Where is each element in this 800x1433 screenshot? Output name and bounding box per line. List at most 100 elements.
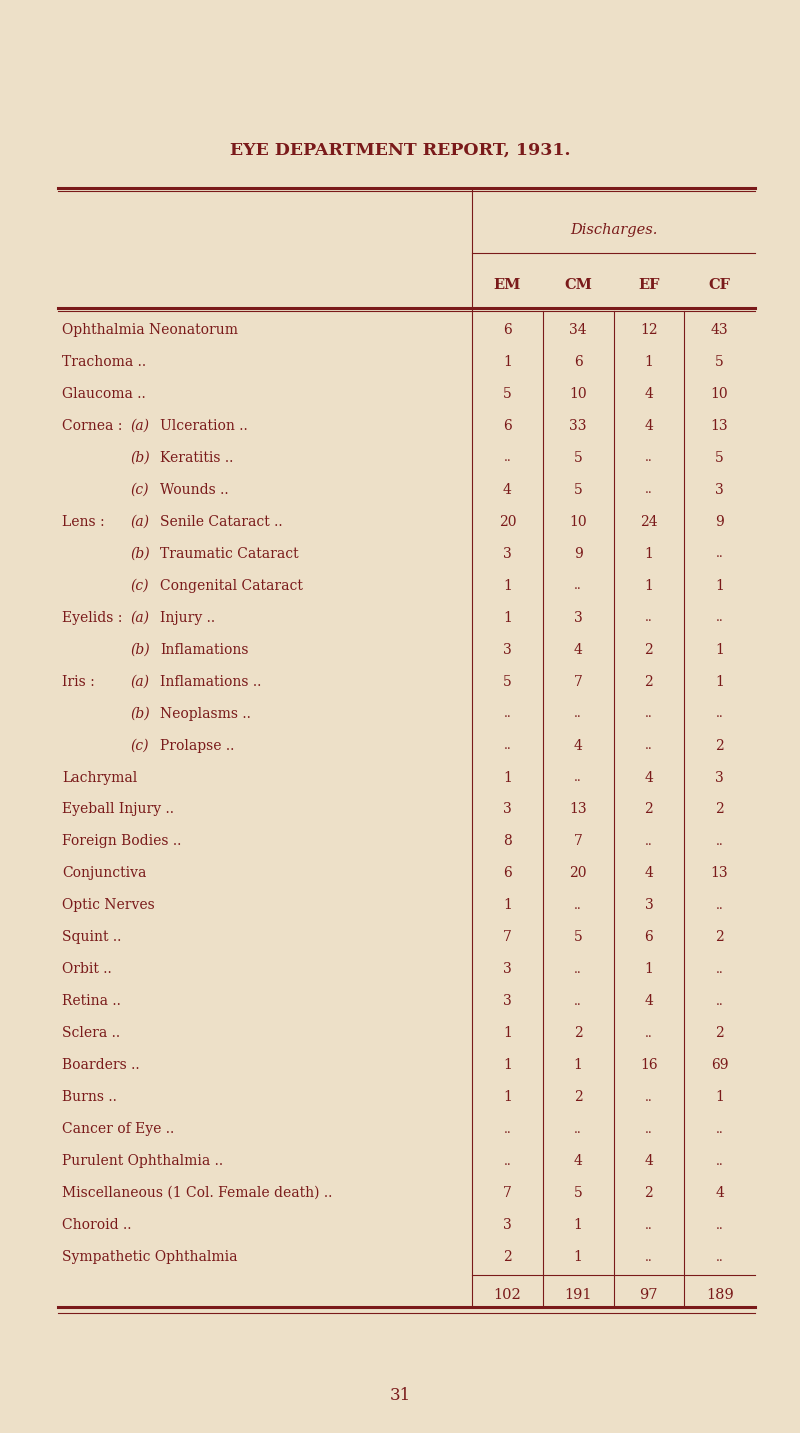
Text: 102: 102 bbox=[494, 1288, 522, 1303]
Text: 2: 2 bbox=[715, 802, 724, 817]
Text: CF: CF bbox=[709, 278, 730, 292]
Text: (a): (a) bbox=[130, 418, 149, 433]
Text: Foreign Bodies ..: Foreign Bodies .. bbox=[62, 834, 182, 848]
Text: Choroid ..: Choroid .. bbox=[62, 1218, 131, 1232]
Text: ..: .. bbox=[574, 995, 582, 1007]
Text: 1: 1 bbox=[503, 610, 512, 625]
Text: 4: 4 bbox=[503, 483, 512, 497]
Text: 9: 9 bbox=[715, 514, 724, 529]
Text: Sclera ..: Sclera .. bbox=[62, 1026, 120, 1040]
Text: 5: 5 bbox=[503, 675, 512, 689]
Text: Boarders ..: Boarders .. bbox=[62, 1058, 140, 1072]
Text: ..: .. bbox=[716, 963, 723, 976]
Text: Cornea :: Cornea : bbox=[62, 418, 122, 433]
Text: 20: 20 bbox=[498, 514, 516, 529]
Text: 2: 2 bbox=[574, 1026, 582, 1040]
Text: 4: 4 bbox=[645, 1154, 654, 1168]
Text: (b): (b) bbox=[130, 547, 150, 560]
Text: 4: 4 bbox=[645, 867, 654, 880]
Text: 13: 13 bbox=[570, 802, 587, 817]
Text: Glaucoma ..: Glaucoma .. bbox=[62, 387, 146, 401]
Text: EF: EF bbox=[638, 278, 660, 292]
Text: 7: 7 bbox=[574, 834, 582, 848]
Text: ..: .. bbox=[645, 1027, 653, 1040]
Text: ..: .. bbox=[574, 771, 582, 784]
Text: 2: 2 bbox=[715, 930, 724, 944]
Text: Prolapse ..: Prolapse .. bbox=[160, 738, 234, 752]
Text: Squint ..: Squint .. bbox=[62, 930, 122, 944]
Text: (a): (a) bbox=[130, 610, 149, 625]
Text: (b): (b) bbox=[130, 706, 150, 721]
Text: ..: .. bbox=[716, 1122, 723, 1135]
Text: 9: 9 bbox=[574, 547, 582, 560]
Text: 1: 1 bbox=[503, 771, 512, 784]
Text: 1: 1 bbox=[503, 1091, 512, 1105]
Text: Conjunctiva: Conjunctiva bbox=[62, 867, 146, 880]
Text: 6: 6 bbox=[503, 867, 512, 880]
Text: Keratitis ..: Keratitis .. bbox=[160, 451, 234, 464]
Text: 1: 1 bbox=[715, 675, 724, 689]
Text: 1: 1 bbox=[503, 898, 512, 913]
Text: Trachoma ..: Trachoma .. bbox=[62, 355, 146, 368]
Text: 1: 1 bbox=[574, 1218, 582, 1232]
Text: ..: .. bbox=[716, 1155, 723, 1168]
Text: CM: CM bbox=[564, 278, 592, 292]
Text: Eyeball Injury ..: Eyeball Injury .. bbox=[62, 802, 174, 817]
Text: 4: 4 bbox=[645, 418, 654, 433]
Text: 5: 5 bbox=[574, 1187, 582, 1199]
Text: 3: 3 bbox=[503, 1218, 512, 1232]
Text: ..: .. bbox=[503, 739, 511, 752]
Text: 3: 3 bbox=[503, 995, 512, 1009]
Text: Neoplasms ..: Neoplasms .. bbox=[160, 706, 251, 721]
Text: Senile Cataract ..: Senile Cataract .. bbox=[160, 514, 282, 529]
Text: ..: .. bbox=[645, 451, 653, 464]
Text: ..: .. bbox=[574, 963, 582, 976]
Text: ..: .. bbox=[716, 835, 723, 848]
Text: 5: 5 bbox=[715, 355, 724, 368]
Text: 3: 3 bbox=[503, 547, 512, 560]
Text: 10: 10 bbox=[570, 387, 587, 401]
Text: 191: 191 bbox=[564, 1288, 592, 1303]
Text: 2: 2 bbox=[645, 642, 654, 656]
Text: (b): (b) bbox=[130, 451, 150, 464]
Text: 2: 2 bbox=[715, 1026, 724, 1040]
Text: 6: 6 bbox=[503, 418, 512, 433]
Text: Discharges.: Discharges. bbox=[570, 224, 657, 236]
Text: 1: 1 bbox=[503, 1026, 512, 1040]
Text: 10: 10 bbox=[570, 514, 587, 529]
Text: 5: 5 bbox=[574, 930, 582, 944]
Text: 3: 3 bbox=[645, 898, 654, 913]
Text: 13: 13 bbox=[711, 418, 729, 433]
Text: (b): (b) bbox=[130, 642, 150, 656]
Text: ..: .. bbox=[716, 898, 723, 911]
Text: (c): (c) bbox=[130, 579, 149, 593]
Text: Iris :: Iris : bbox=[62, 675, 94, 689]
Text: 1: 1 bbox=[715, 642, 724, 656]
Text: 2: 2 bbox=[503, 1250, 512, 1264]
Text: 6: 6 bbox=[503, 322, 512, 337]
Text: 1: 1 bbox=[574, 1250, 582, 1264]
Text: 6: 6 bbox=[574, 355, 582, 368]
Text: Orbit ..: Orbit .. bbox=[62, 963, 112, 976]
Text: 3: 3 bbox=[503, 963, 512, 976]
Text: (c): (c) bbox=[130, 483, 149, 497]
Text: ..: .. bbox=[574, 1122, 582, 1135]
Text: Burns ..: Burns .. bbox=[62, 1091, 117, 1105]
Text: 3: 3 bbox=[503, 642, 512, 656]
Text: ..: .. bbox=[503, 451, 511, 464]
Text: ..: .. bbox=[716, 1218, 723, 1231]
Text: Eyelids :: Eyelids : bbox=[62, 610, 122, 625]
Text: ..: .. bbox=[503, 706, 511, 721]
Text: EM: EM bbox=[494, 278, 521, 292]
Text: Miscellaneous (1 Col. Female death) ..: Miscellaneous (1 Col. Female death) .. bbox=[62, 1187, 332, 1199]
Text: 24: 24 bbox=[640, 514, 658, 529]
Text: 4: 4 bbox=[574, 642, 582, 656]
Text: Traumatic Cataract: Traumatic Cataract bbox=[160, 547, 298, 560]
Text: ..: .. bbox=[645, 1122, 653, 1135]
Text: 2: 2 bbox=[645, 1187, 654, 1199]
Text: 1: 1 bbox=[503, 355, 512, 368]
Text: ..: .. bbox=[716, 547, 723, 560]
Text: Lachrymal: Lachrymal bbox=[62, 771, 138, 784]
Text: ..: .. bbox=[716, 1251, 723, 1264]
Text: ..: .. bbox=[645, 1251, 653, 1264]
